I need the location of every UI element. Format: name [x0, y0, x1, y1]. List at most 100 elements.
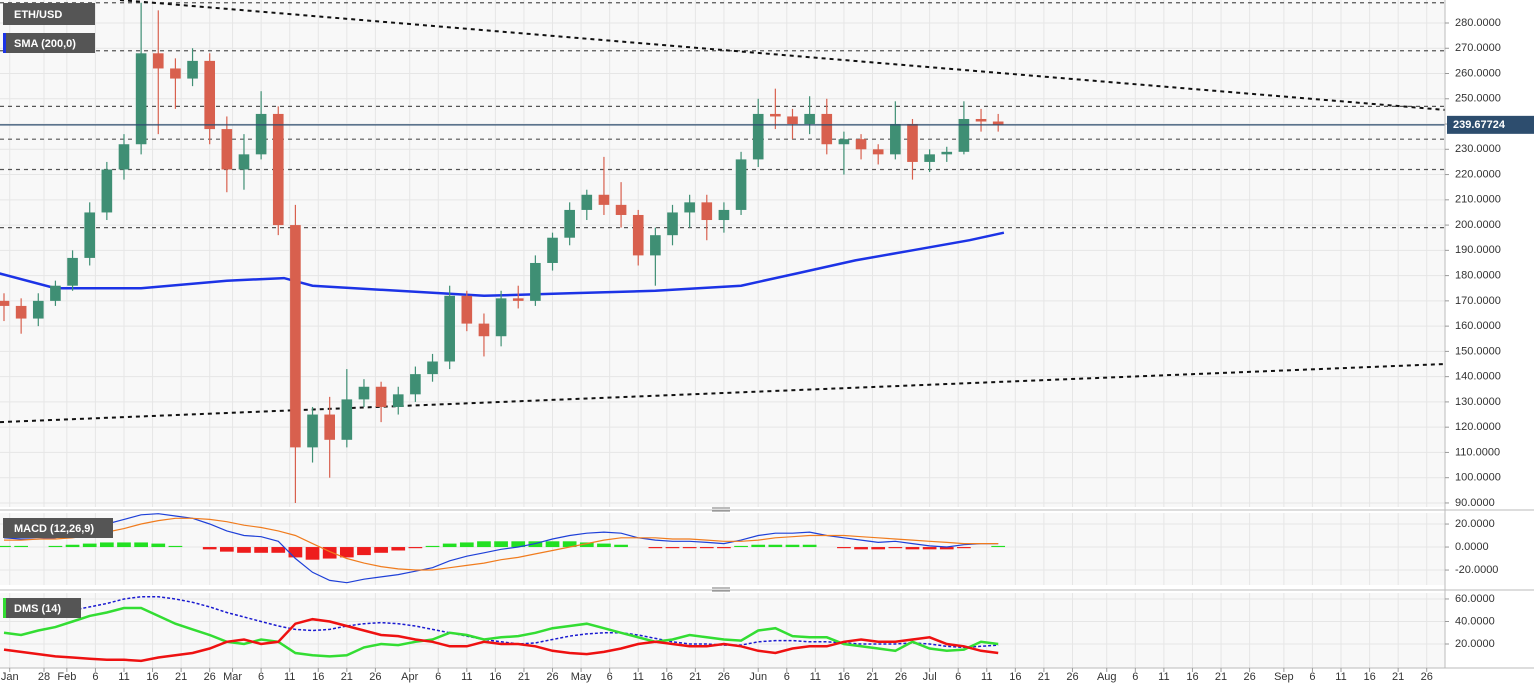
y-tick-label: 230.0000: [1455, 143, 1501, 155]
candle-body: [838, 139, 850, 145]
candle-body: [461, 295, 473, 324]
y-tick-label: 260.0000: [1455, 67, 1501, 79]
histogram-bar: [14, 545, 28, 548]
histogram-bar: [802, 544, 817, 548]
x-tick-label: Feb: [57, 671, 76, 683]
candle-body: [358, 386, 370, 400]
candle-body: [32, 300, 44, 319]
legend-box[interactable]: [3, 598, 81, 618]
histogram-bar: [477, 541, 491, 548]
y-tick-label: 100.0000: [1455, 472, 1501, 484]
candle-body: [495, 298, 507, 337]
candle-body: [272, 113, 284, 226]
x-tick-label: 6: [955, 671, 961, 683]
x-tick-label: 26: [1421, 671, 1433, 683]
y-tick-label: 270.0000: [1455, 42, 1501, 54]
x-tick-label: 21: [689, 671, 701, 683]
candle-body: [958, 118, 970, 152]
x-tick-label: 11: [284, 671, 295, 683]
histogram-bar: [48, 545, 63, 548]
x-tick-label: 26: [546, 671, 558, 683]
candle-body: [752, 113, 764, 160]
histogram-bar: [991, 545, 1006, 548]
indicator-title: DMS (14): [14, 603, 61, 615]
y-tick-label: 210.0000: [1455, 194, 1501, 206]
histogram-bar: [562, 541, 577, 548]
histogram-bar: [459, 542, 474, 548]
last-price-box: [1447, 115, 1534, 134]
legend-entry: SMA (200,0): [14, 38, 76, 50]
x-tick-label: 6: [92, 671, 98, 683]
y-tick-label: 60.0000: [1455, 593, 1495, 605]
histogram-bar: [905, 547, 920, 550]
x-tick-label: Mar: [223, 671, 242, 683]
histogram-bar: [305, 547, 320, 560]
candle-body: [512, 298, 524, 301]
legend-box[interactable]: [3, 3, 95, 25]
candle-body: [804, 113, 815, 125]
y-tick-label: 150.0000: [1455, 345, 1501, 357]
candle-body: [427, 361, 438, 375]
histogram-bar: [648, 547, 663, 549]
indicator-line: [3, 513, 999, 584]
x-tick-label: Aug: [1097, 671, 1117, 683]
trend-line: [0, 363, 1445, 424]
x-tick-label: 16: [489, 671, 501, 683]
candle-body: [375, 386, 387, 407]
histogram-bar: [254, 547, 268, 553]
histogram-bar: [888, 547, 903, 549]
candle-body: [890, 124, 901, 155]
candle-body: [530, 262, 541, 301]
histogram-bar: [579, 542, 594, 548]
x-tick-label: 6: [435, 671, 441, 683]
candle-body: [410, 374, 421, 395]
candle-body: [392, 394, 404, 407]
x-tick-label: 16: [1009, 671, 1021, 683]
candle-body: [307, 414, 318, 448]
candle-body: [152, 53, 164, 69]
legend-swatch: [3, 598, 6, 618]
y-tick-label: 120.0000: [1455, 421, 1501, 433]
panel: [0, 513, 1006, 584]
y-tick-label: 140.0000: [1455, 371, 1501, 383]
y-tick-label: 130.0000: [1455, 396, 1501, 408]
histogram-bar: [511, 541, 526, 548]
histogram-bar: [237, 547, 251, 553]
histogram-bar: [322, 547, 337, 559]
histogram-bar: [545, 541, 560, 548]
y-tick-label: 0.0000: [1455, 541, 1489, 553]
legend-box[interactable]: [3, 33, 95, 53]
x-tick-label: 16: [661, 671, 673, 683]
candle-body: [238, 154, 250, 170]
candle-body: [667, 212, 678, 236]
x-tick-label: 21: [1215, 671, 1227, 683]
indicator-line: [3, 617, 999, 663]
histogram-bar: [854, 547, 868, 550]
x-tick-label: 6: [607, 671, 613, 683]
x-tick-label: 16: [312, 671, 324, 683]
x-tick-label: 16: [1186, 671, 1198, 683]
x-tick-label: 21: [175, 671, 187, 683]
y-tick-label: 20.0000: [1455, 638, 1495, 650]
x-tick-label: 26: [1243, 671, 1255, 683]
histogram-bar: [922, 547, 937, 550]
candle-body: [564, 209, 575, 238]
panel-background: [0, 0, 1445, 507]
x-tick-label: Jun: [749, 671, 767, 683]
candle-body: [650, 235, 661, 256]
candle-body: [444, 295, 455, 362]
legend-box[interactable]: [3, 518, 113, 538]
candle-body: [101, 169, 113, 213]
backgrounds: [0, 0, 1445, 668]
y-tick-label: 110.0000: [1455, 446, 1500, 458]
panel: [0, 0, 1445, 503]
histogram-bar: [408, 547, 423, 549]
x-tick-label: 6: [784, 671, 790, 683]
x-tick-label: Apr: [401, 671, 418, 683]
candle-body: [718, 209, 730, 221]
y-tick-label: 200.0000: [1455, 219, 1501, 231]
candle-body: [941, 151, 953, 155]
candle-body: [872, 149, 884, 155]
histogram-bar: [734, 545, 748, 548]
